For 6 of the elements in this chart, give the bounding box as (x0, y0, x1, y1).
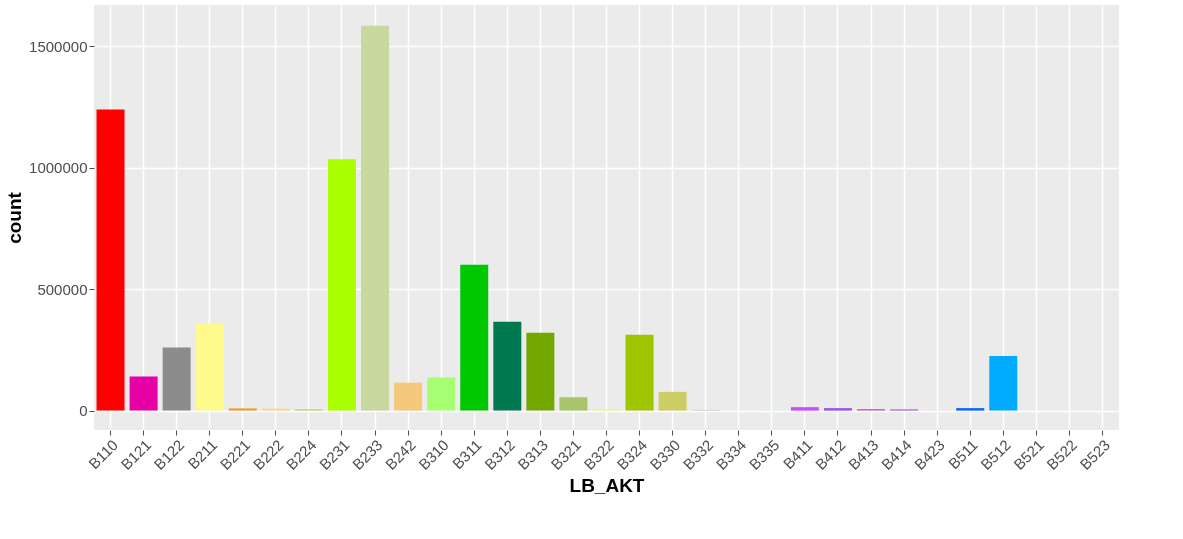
x-axis-title: LB_AKT (569, 474, 645, 496)
y-tick-label: 1000000 (29, 159, 88, 177)
y-tick-label: 500000 (37, 280, 88, 298)
y-tick-label: 0 (79, 402, 88, 420)
y-tick-label: 1500000 (29, 37, 88, 55)
y-axis-title: count (4, 191, 26, 244)
